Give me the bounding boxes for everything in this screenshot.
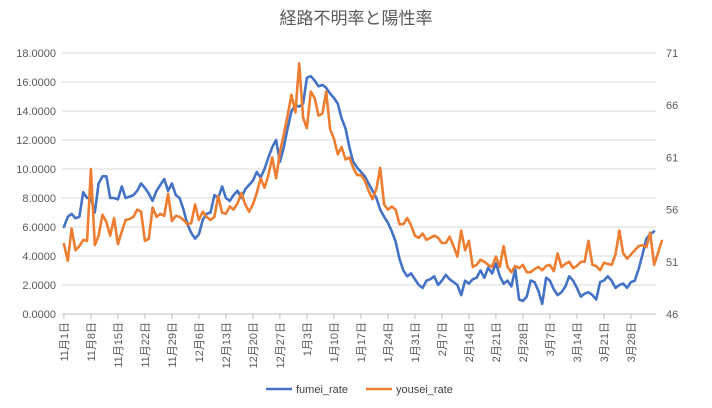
legend: fumei_rate yousei_rate xyxy=(266,384,453,396)
y-left-tick-label: 14.0000 xyxy=(16,106,56,118)
x-tick-label: 12月27日 xyxy=(275,322,287,368)
y-left-tick-label: 10.0000 xyxy=(16,164,56,176)
x-tick-label: 11月15日 xyxy=(113,322,125,368)
x-tick-label: 12月20日 xyxy=(248,322,260,368)
series-line-yousei-rate xyxy=(62,62,664,274)
x-axis: 11月1日 11月8日 11月15日 11月22日 11月29日 12月6日 12月13日 1… xyxy=(59,314,638,368)
y-left-tick-label: 12.0000 xyxy=(16,135,56,147)
y-right-tick-label: 46 xyxy=(666,309,678,321)
y-left-tick-label: 6.0000 xyxy=(22,222,56,234)
x-tick-label: 1月3日 xyxy=(302,322,314,356)
y-right-tick-label: 51 xyxy=(666,257,678,269)
chart-title: 経路不明率と陽性率 xyxy=(280,9,433,29)
y-right-tick-label: 61 xyxy=(666,152,678,164)
x-tick-label: 2月21日 xyxy=(491,322,503,362)
x-tick-label: 1月24日 xyxy=(383,322,395,362)
series-lines xyxy=(62,62,664,306)
y-right-tick-label: 71 xyxy=(666,48,678,60)
legend-label-yousei-rate: yousei_rate xyxy=(396,384,453,396)
x-tick-label: 11月1日 xyxy=(59,322,71,362)
x-tick-label: 11月22日 xyxy=(140,322,152,368)
y-left-tick-label: 18.0000 xyxy=(16,48,56,60)
y-left-tick-label: 2.0000 xyxy=(22,280,56,292)
x-tick-label: 2月28日 xyxy=(518,322,530,362)
gridlines xyxy=(62,52,656,315)
x-tick-label: 3月21日 xyxy=(599,322,611,362)
x-tick-label: 2月7日 xyxy=(437,322,449,356)
y-right-tick-label: 56 xyxy=(666,205,678,217)
y-axis-left: 0.0000 2.0000 4.0000 6.0000 8.0000 10.0000 12.… xyxy=(16,48,56,321)
y-left-tick-label: 8.0000 xyxy=(22,193,56,205)
series-line-fumei-rate xyxy=(62,74,656,306)
legend-label-fumei-rate: fumei_rate xyxy=(296,384,348,396)
x-tick-label: 11月8日 xyxy=(86,322,98,362)
x-tick-label: 2月14日 xyxy=(464,322,476,362)
x-tick-label: 3月7日 xyxy=(545,322,557,356)
x-tick-label: 1月31日 xyxy=(410,322,422,362)
y-left-tick-label: 0.0000 xyxy=(22,309,56,321)
y-left-tick-label: 16.0000 xyxy=(16,77,56,89)
x-tick-label: 11月29日 xyxy=(167,322,179,368)
y-right-tick-label: 66 xyxy=(666,100,678,112)
x-tick-label: 12月13日 xyxy=(221,322,233,368)
x-tick-label: 3月14日 xyxy=(572,322,584,362)
x-tick-label: 12月6日 xyxy=(194,322,206,362)
x-tick-label: 1月10日 xyxy=(329,322,341,362)
y-left-tick-label: 4.0000 xyxy=(22,251,56,263)
x-tick-label: 1月17日 xyxy=(356,322,368,362)
x-tick-label: 3月28日 xyxy=(626,322,638,362)
y-axis-right: 46 51 56 61 66 71 xyxy=(666,48,678,321)
